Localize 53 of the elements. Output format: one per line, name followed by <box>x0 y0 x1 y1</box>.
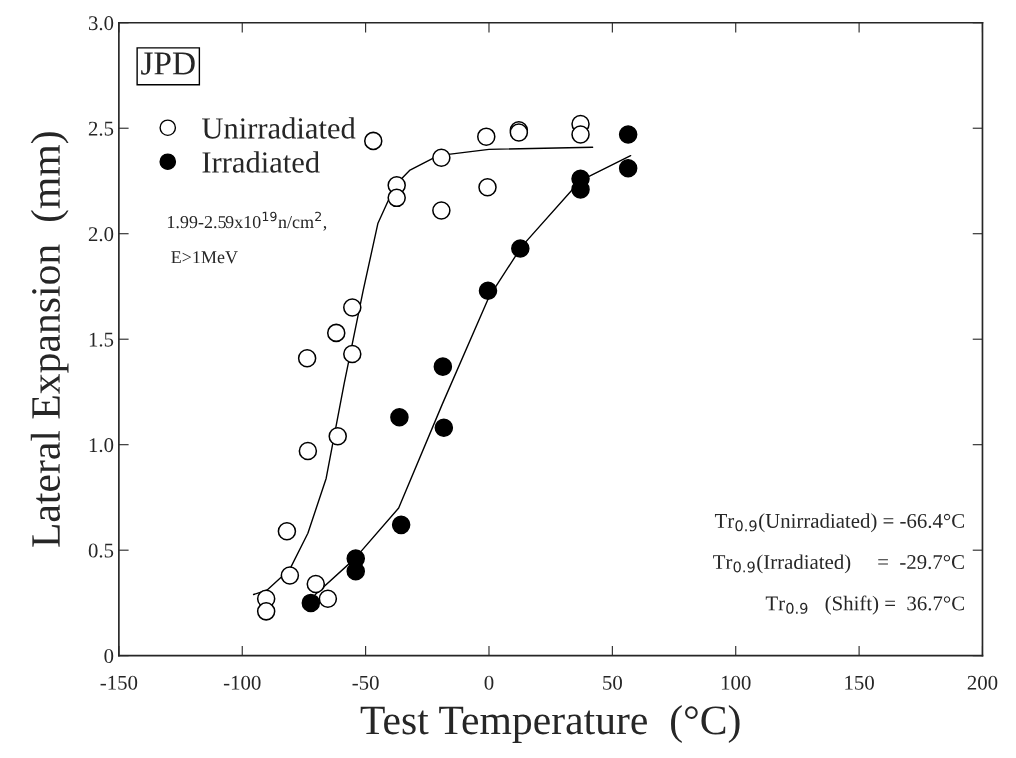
x-tick-label: 200 <box>967 675 998 690</box>
point <box>478 178 497 197</box>
point <box>256 602 276 621</box>
point <box>326 323 346 343</box>
point <box>390 407 409 427</box>
point <box>328 426 348 446</box>
point <box>280 566 300 585</box>
point <box>511 239 530 258</box>
x-tick-label: -100 <box>223 675 261 690</box>
legend-label: Unirradiated <box>202 117 356 139</box>
y-tick-label: 2.0 <box>88 227 114 242</box>
point <box>343 344 362 364</box>
x-tick-label: 100 <box>721 675 751 690</box>
point <box>318 589 338 608</box>
y-tick-label: 0.5 <box>88 543 114 558</box>
point <box>306 574 326 594</box>
point <box>432 148 451 168</box>
point <box>477 127 496 146</box>
annotation: 1.99-2.59x10$^{19}$n/cm$^{2}$, <box>167 211 327 231</box>
legend-label: Irradiated <box>202 151 320 173</box>
x-tick-label: 0 <box>484 675 494 690</box>
point <box>298 441 318 461</box>
annotation: Tr$_{0.9}$(Unirradiated) = -66.4°C <box>714 513 964 533</box>
point <box>478 281 498 300</box>
x-tick-label: 150 <box>845 675 874 690</box>
y-tick-label: 0 <box>104 649 114 664</box>
x-tick-label: 50 <box>603 675 622 690</box>
x-tick-label: -50 <box>352 675 379 690</box>
annotation: Tr$_{0.9}$(Irradiated) = -29.7°C <box>713 554 964 574</box>
y-tick-label: 2.5 <box>88 121 114 136</box>
annotation: JPD <box>141 52 195 75</box>
point <box>433 357 453 376</box>
point <box>618 159 638 178</box>
point <box>363 131 383 151</box>
point <box>391 515 411 535</box>
y-tick-label: 1.5 <box>89 332 114 347</box>
text: Tr$_{0.9}$ (Shift) = 36.7°C <box>765 595 964 615</box>
point <box>346 562 366 581</box>
point <box>432 201 451 220</box>
x-tick-label: -150 <box>100 675 138 690</box>
point <box>343 298 362 317</box>
point <box>434 418 454 438</box>
point <box>571 125 590 144</box>
point <box>618 125 638 144</box>
y-tick-label: 1.0 <box>89 438 114 453</box>
annotation: E>1MeV <box>171 251 238 264</box>
point <box>297 348 317 368</box>
point <box>387 188 406 208</box>
point <box>301 593 321 613</box>
y-axis-title: Lateral Expansion (mm) <box>30 132 69 547</box>
point <box>277 521 297 541</box>
y-tick-label: 3.0 <box>88 16 114 31</box>
x-axis-title: Test Temperature (°C) <box>360 705 740 743</box>
